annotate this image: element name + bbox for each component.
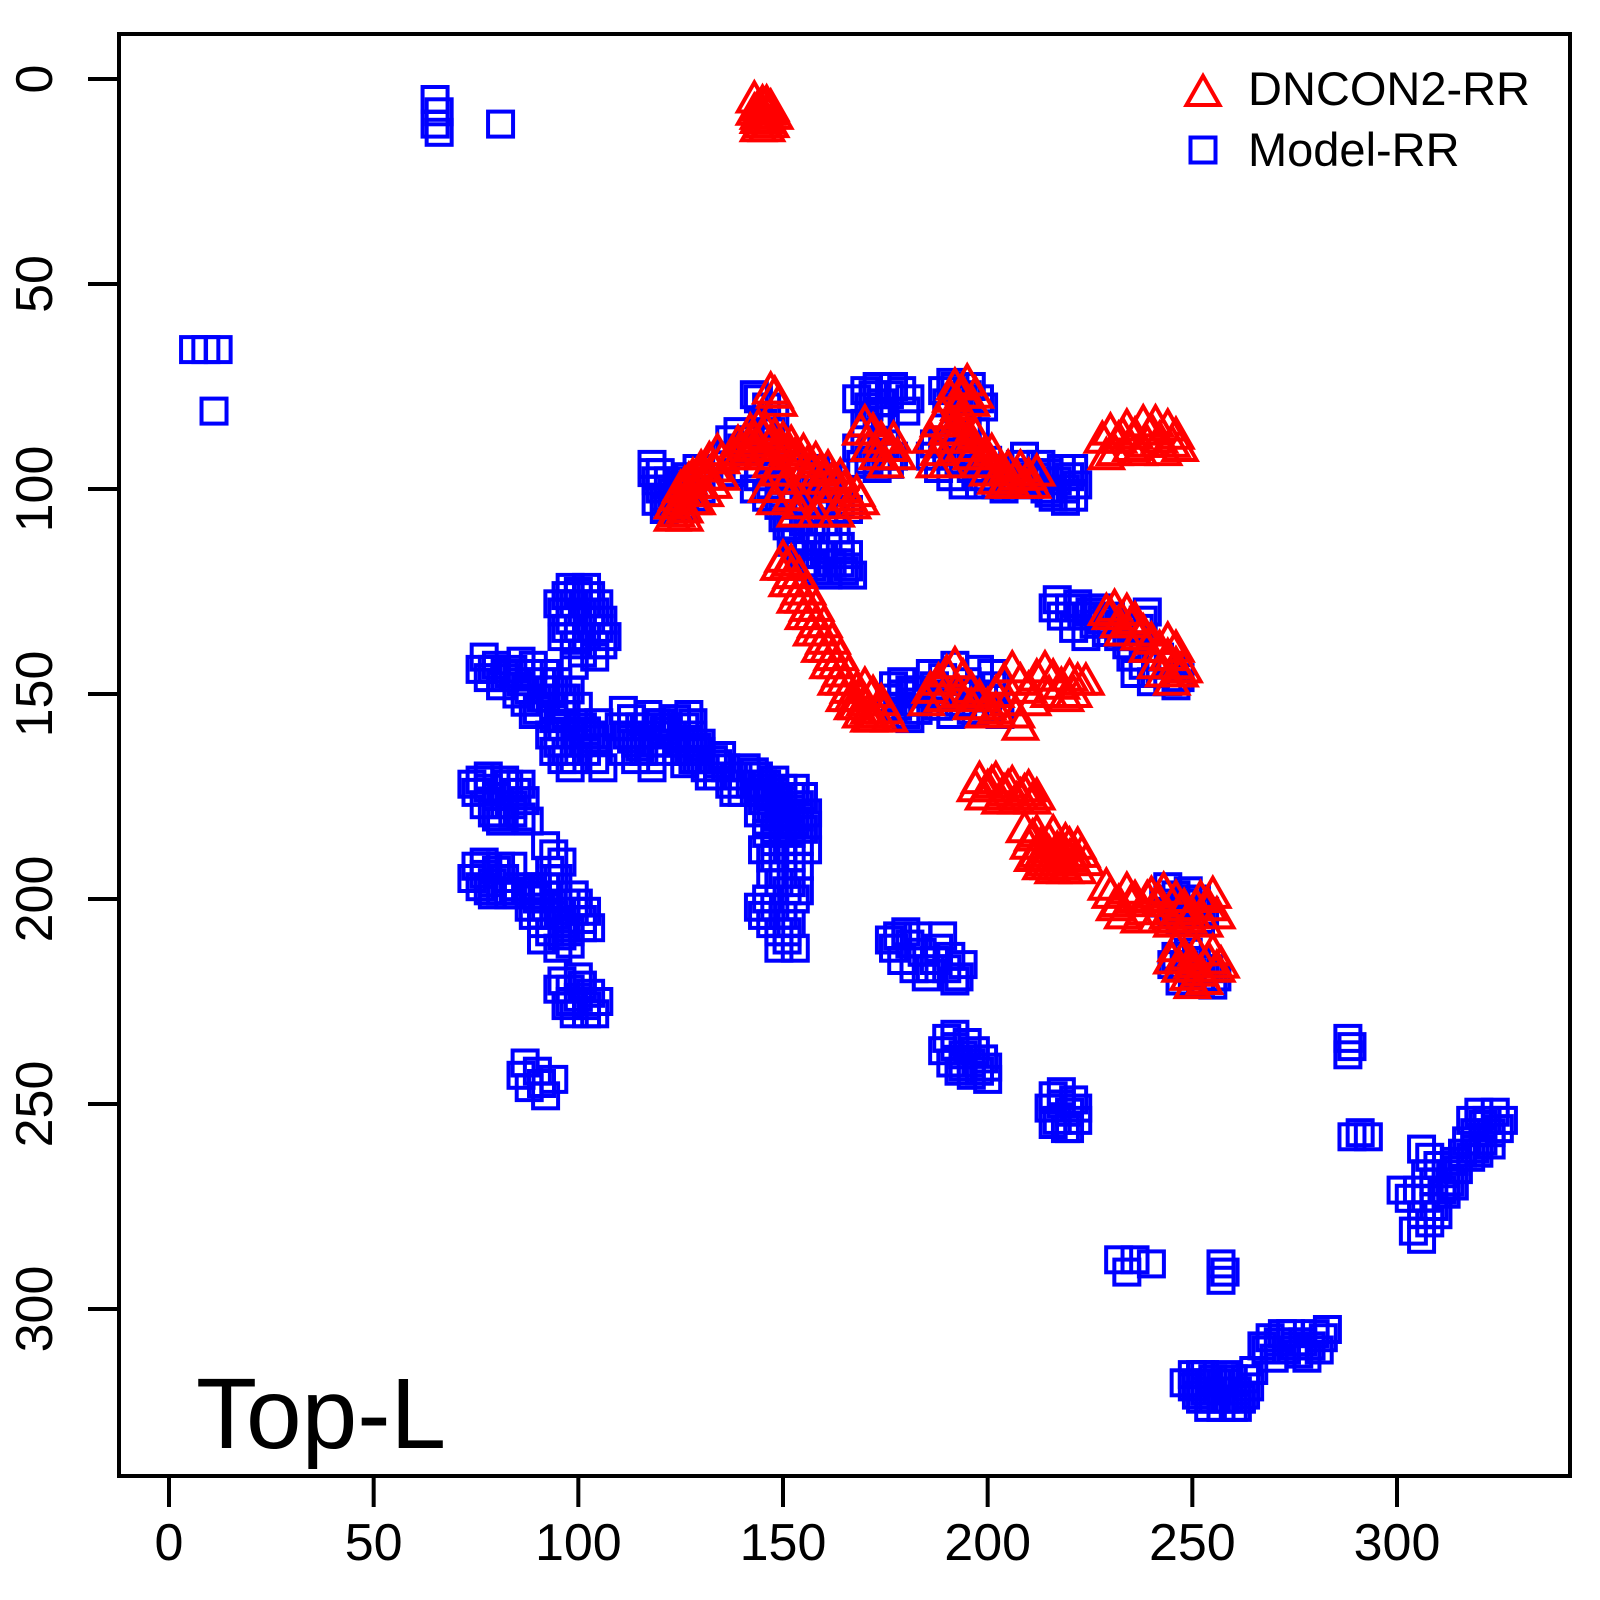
chart-title: Top-L: [196, 1358, 446, 1470]
svg-text:50: 50: [6, 255, 64, 313]
svg-text:100: 100: [535, 1514, 622, 1572]
legend-label-dncon2: DNCON2-RR: [1248, 62, 1530, 115]
svg-text:150: 150: [740, 1514, 827, 1572]
svg-text:300: 300: [6, 1266, 64, 1353]
legend: DNCON2-RR Model-RR: [1183, 62, 1530, 176]
legend-markers: [1183, 71, 1223, 165]
svg-text:0: 0: [6, 65, 64, 94]
svg-text:100: 100: [6, 446, 64, 533]
svg-text:0: 0: [155, 1514, 184, 1572]
series-DNCON2-RR: [652, 78, 1241, 1000]
svg-text:50: 50: [345, 1514, 403, 1572]
svg-text:250: 250: [6, 1061, 64, 1148]
x-axis: 0 50 100 150 200 250 300: [155, 1476, 1441, 1572]
svg-text:150: 150: [6, 651, 64, 738]
legend-label-model: Model-RR: [1248, 123, 1460, 176]
svg-text:200: 200: [944, 1514, 1031, 1572]
svg-text:300: 300: [1354, 1514, 1441, 1572]
scatter-points-layer: [179, 78, 1518, 1422]
y-axis: 0 50 100 150 200 250 300: [6, 65, 119, 1353]
series-Model-RR: [179, 85, 1518, 1422]
svg-text:250: 250: [1149, 1514, 1236, 1572]
svg-text:200: 200: [6, 856, 64, 943]
plot-border: [117, 32, 1572, 1478]
